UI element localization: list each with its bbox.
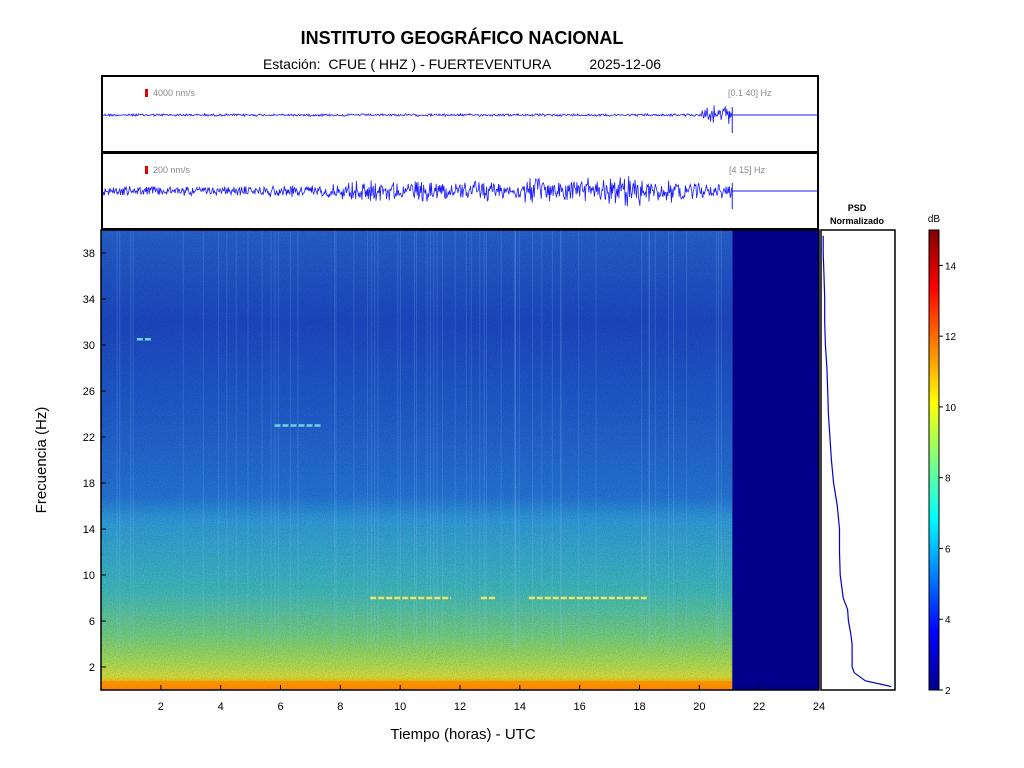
y-tick-label: 14	[83, 524, 95, 536]
x-tick-label: 2	[158, 701, 164, 713]
amplitude-label: 200 nm/s	[153, 165, 191, 175]
psd-frame	[820, 229, 896, 691]
amplitude-scale-mark	[145, 166, 148, 174]
station-subtitle: Estación: CFUE ( HHZ ) - FUERTEVENTURA 2…	[0, 56, 924, 72]
spectrogram-image	[101, 230, 733, 690]
colorbar-tick-label: 4	[945, 615, 951, 626]
x-tick-label: 12	[454, 701, 466, 713]
station-label: Estación:	[262, 56, 321, 72]
amplitude-scale-mark	[145, 89, 148, 97]
y-tick-label: 38	[83, 248, 95, 260]
seismogram-trace	[102, 105, 818, 133]
x-tick-label: 10	[394, 701, 406, 713]
panel-frame	[101, 75, 819, 153]
colorbar-gradient	[928, 229, 940, 691]
waveform	[102, 105, 732, 125]
x-tick-label: 16	[574, 701, 586, 713]
spectrogram: 2 4 6 8 10 12 14 16 18 20 22 24 261014182226303438 …	[33, 229, 825, 743]
psd-title: PSD	[848, 203, 867, 213]
psd-curve	[822, 235, 892, 688]
y-tick-label: 26	[83, 386, 95, 398]
page-title: INSTITUTO GEOGRÁFICO NACIONAL	[300, 28, 624, 48]
x-axis-label: Tiempo (horas) - UTC	[390, 726, 535, 743]
colorbar-tick-label: 6	[945, 544, 951, 555]
colorbar-tick-label: 14	[945, 261, 957, 272]
y-tick-label: 18	[83, 478, 95, 490]
colorbar-ticks: 2 4 6 8 10 12 14	[939, 261, 957, 697]
band-label: [4 15] Hz	[729, 165, 766, 175]
x-tick-label: 4	[218, 701, 224, 713]
psd-panel: PSD Normalizado	[820, 203, 896, 691]
colorbar: dB 2 4 6 8 10 12 14	[928, 214, 957, 697]
seismogram-panel-filtered: 200 nm/s [4 15] Hz	[101, 152, 819, 230]
seismogram-panel-broadband: 4000 nm/s [0.1 40] Hz	[101, 75, 819, 153]
y-axis-label: Frecuencia (Hz)	[33, 407, 50, 514]
y-tick-label: 6	[89, 616, 95, 628]
colorbar-tick-label: 2	[945, 686, 951, 697]
x-tick-label: 24	[813, 701, 825, 713]
colorbar-tick-label: 12	[945, 332, 957, 343]
station-date: 2025-12-06	[589, 56, 662, 72]
x-tick-label: 18	[633, 701, 645, 713]
spectrogram-streaks	[101, 230, 733, 690]
x-axis: 2 4 6 8 10 12 14 16 18 20 22 24	[158, 685, 825, 713]
colorbar-tick-label: 10	[945, 403, 957, 414]
station-name: CFUE ( HHZ ) - FUERTEVENTURA	[328, 56, 551, 72]
y-tick-label: 2	[89, 662, 95, 674]
x-tick-label: 6	[277, 701, 283, 713]
psd-subtitle: Normalizado	[830, 216, 885, 226]
waveform	[102, 176, 732, 207]
x-tick-label: 14	[514, 701, 526, 713]
y-tick-label: 22	[83, 432, 95, 444]
band-label: [0.1 40] Hz	[728, 88, 772, 98]
y-tick-label: 30	[83, 340, 95, 352]
y-tick-label: 34	[83, 294, 95, 306]
x-tick-label: 22	[753, 701, 765, 713]
colorbar-label: dB	[928, 214, 941, 225]
colorbar-tick-label: 8	[945, 474, 951, 485]
y-tick-label: 10	[83, 570, 95, 582]
x-tick-label: 20	[693, 701, 705, 713]
amplitude-label: 4000 nm/s	[153, 88, 196, 98]
no-data-region	[732, 230, 819, 690]
low-frequency-band	[101, 680, 733, 690]
seismogram-trace	[102, 176, 818, 209]
x-tick-label: 8	[337, 701, 343, 713]
